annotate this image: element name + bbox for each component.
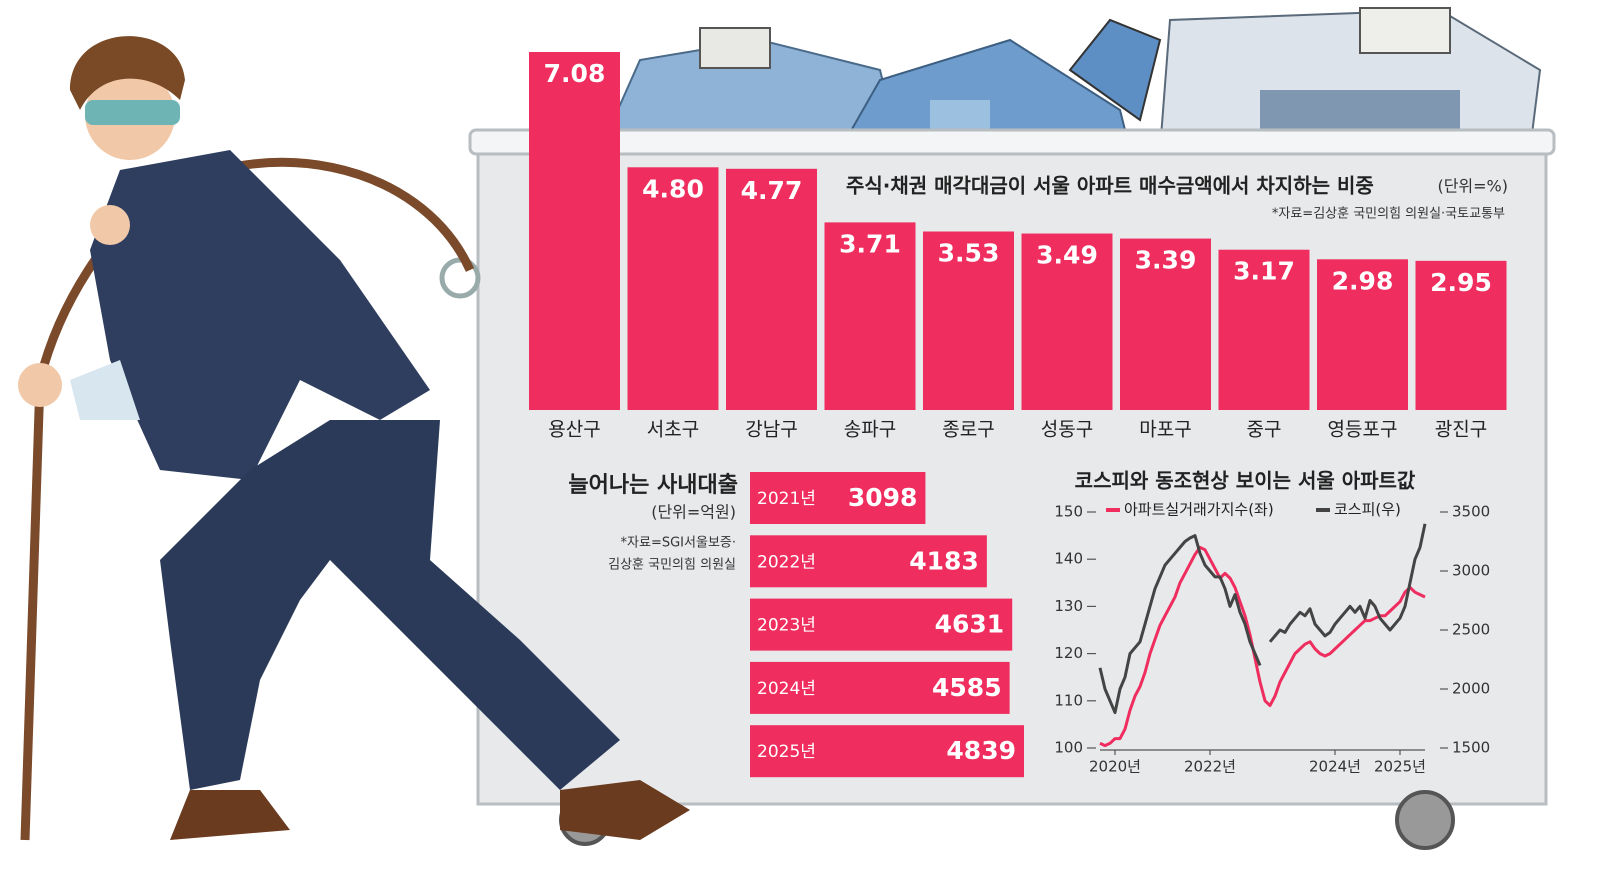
y-tick-label: 2021년	[757, 489, 816, 509]
y-tick-label: 140	[1054, 550, 1083, 568]
value-label: 4839	[946, 736, 1016, 765]
value-label: 3098	[848, 483, 918, 512]
value-label: 2.98	[1332, 266, 1394, 295]
legend-label: 코스피(우)	[1334, 501, 1401, 519]
value-label: 3.53	[938, 239, 1000, 268]
source-note: *자료=김상훈 국민의힘 의원실·국토교통부	[1272, 207, 1505, 222]
value-label: 3.49	[1036, 241, 1098, 270]
y-tick-label: 110	[1054, 691, 1083, 709]
chart-title: 주식·채권 매각대금이 서울 아파트 매수금액에서 차지하는 비중	[846, 174, 1374, 198]
bar	[750, 725, 1024, 778]
value-label: 7.08	[544, 59, 606, 88]
value-label: 4.77	[741, 176, 803, 205]
bar	[726, 168, 817, 410]
bar	[750, 661, 1010, 714]
x-tick-label: 용산구	[548, 419, 600, 441]
bar	[923, 231, 1014, 410]
man-illustration	[18, 36, 690, 841]
bar	[627, 167, 719, 410]
value-label: 3.17	[1233, 257, 1295, 286]
x-tick-label: 중구	[1247, 419, 1282, 441]
bar	[529, 52, 620, 410]
bar	[824, 222, 916, 410]
x-tick-label: 강남구	[745, 419, 797, 441]
y-tick-label: 2024년	[757, 679, 816, 699]
x-tick-label: 마포구	[1139, 419, 1191, 441]
chart-title: 코스피와 동조현상 보이는 서울 아파트값	[1075, 469, 1416, 493]
y2-tick-label: 1500	[1452, 739, 1490, 757]
y-tick-label: 120	[1054, 644, 1083, 662]
y2-tick-label: 3500	[1452, 503, 1490, 521]
series-line	[1099, 545, 1426, 748]
x-tick-label: 2025년	[1374, 758, 1426, 776]
bar	[1218, 249, 1310, 410]
bar	[1415, 260, 1507, 410]
y2-tick-label: 3000	[1452, 562, 1490, 580]
x-tick-label: 영등포구	[1328, 419, 1398, 441]
source-note: *자료=SGI서울보증·	[621, 536, 736, 551]
bar	[1120, 238, 1211, 410]
y-tick-label: 2025년	[757, 742, 816, 762]
unit-label: (단위=%)	[1437, 177, 1508, 196]
y-tick-label: 2022년	[757, 552, 816, 572]
chart-title: 늘어나는 사내대출	[568, 473, 738, 498]
y2-tick-label: 2500	[1452, 621, 1490, 639]
x-tick-label: 종로구	[942, 419, 994, 441]
value-label: 4183	[909, 546, 979, 575]
x-tick-label: 송파구	[844, 419, 896, 441]
bar	[750, 535, 987, 588]
value-label: 3.39	[1135, 246, 1197, 275]
x-tick-label: 2020년	[1089, 758, 1141, 776]
y2-tick-label: 2000	[1452, 680, 1490, 698]
value-label: 2.95	[1430, 268, 1492, 297]
value-label: 4.80	[642, 174, 704, 203]
bar	[1021, 233, 1113, 410]
legend-label: 아파트실거래가지수(좌)	[1124, 501, 1274, 519]
x-tick-label: 2024년	[1309, 758, 1361, 776]
source-note: 김상훈 국민의힘 의원실	[608, 558, 736, 573]
value-label: 3.71	[839, 229, 901, 258]
x-tick-label: 성동구	[1041, 419, 1093, 441]
y-tick-label: 2023년	[757, 616, 816, 636]
value-label: 4585	[932, 673, 1002, 702]
x-tick-label: 서초구	[647, 419, 699, 441]
y-tick-label: 100	[1054, 739, 1083, 757]
value-label: 4631	[935, 610, 1005, 639]
y-tick-label: 130	[1054, 597, 1083, 615]
x-tick-label: 2022년	[1184, 758, 1236, 776]
unit-label: (단위=억원)	[651, 503, 736, 522]
y-tick-label: 150	[1054, 503, 1083, 521]
bar	[750, 472, 926, 524]
bar	[1317, 259, 1408, 410]
series-line	[1098, 523, 1427, 715]
x-tick-label: 광진구	[1435, 419, 1487, 441]
bar	[750, 598, 1013, 651]
